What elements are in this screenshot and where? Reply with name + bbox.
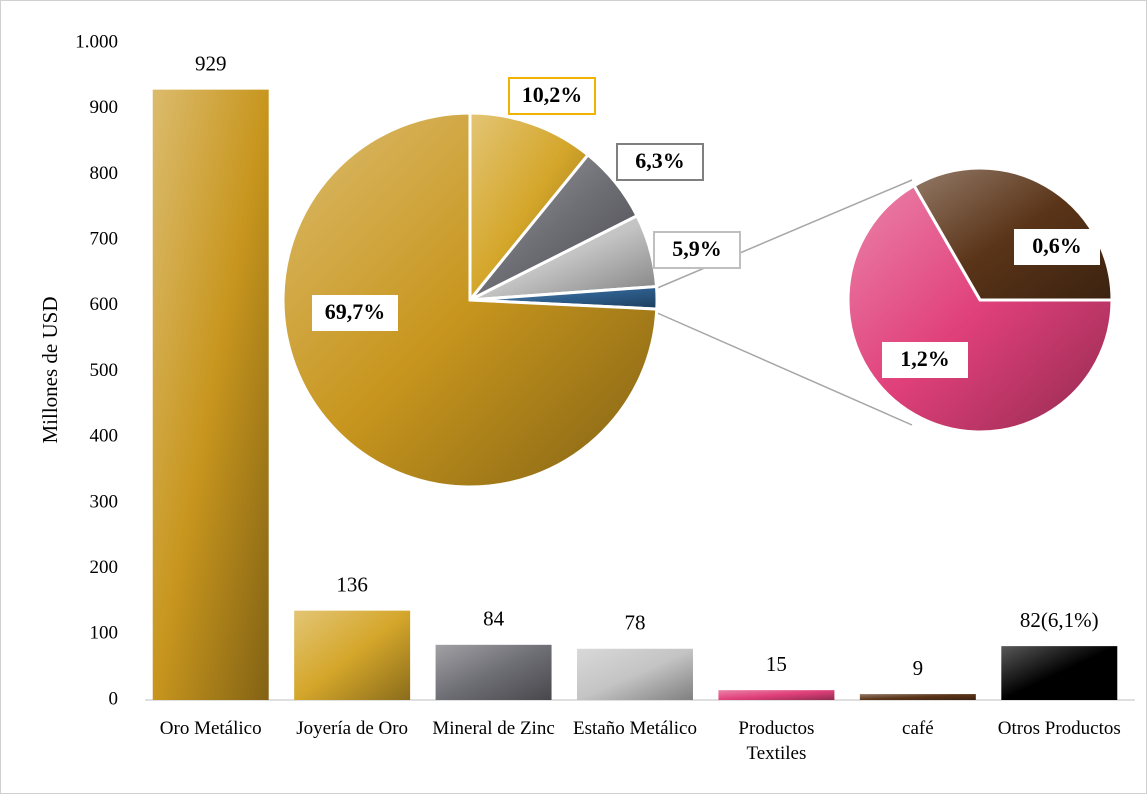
label-box: [653, 231, 741, 269]
pie-slice: [468, 111, 591, 305]
pie-label: 0,6%: [1032, 233, 1082, 258]
bar: [435, 644, 552, 700]
label-box: [312, 295, 398, 331]
pie-label: 10,2%: [522, 82, 583, 107]
bar: [294, 610, 411, 700]
bar: [577, 648, 693, 700]
value-label: 9: [913, 656, 924, 680]
label-box: [1014, 229, 1100, 265]
pie-label: 5,9%: [672, 236, 722, 261]
connector: [654, 179, 913, 290]
label-box: [616, 143, 704, 181]
x-tick-label: Otros Productos: [997, 718, 1121, 739]
y-tick-label: 100: [90, 623, 119, 644]
x-tick-label: Joyería de Oro: [296, 718, 409, 739]
value-label: 929: [195, 51, 227, 75]
value-label: 136: [336, 572, 368, 596]
x-tick-label: Oro Metálico: [159, 718, 262, 739]
bar: [1001, 646, 1118, 700]
value-label: 15: [766, 652, 787, 676]
x-tick-label: Productos Textiles: [738, 718, 815, 764]
pie-label: 69,7%: [325, 299, 386, 324]
y-tick-label: 0: [109, 688, 119, 709]
y-tick-label: 600: [90, 294, 119, 315]
label-box: [508, 77, 596, 115]
y-tick-label: 900: [90, 97, 119, 118]
bar: [718, 690, 835, 700]
x-tick-label: Estaño Metálico: [573, 718, 697, 739]
y-tick-label: 300: [90, 491, 119, 512]
x-tick-label: café: [902, 718, 934, 739]
y-axis-title: Millones de USD: [38, 297, 62, 444]
value-label: 84: [483, 607, 505, 631]
connector: [654, 311, 913, 426]
y-tick-label: 700: [90, 228, 119, 249]
label-box: [882, 342, 968, 378]
pie-label: 1,2%: [900, 346, 950, 371]
bar: [859, 694, 976, 700]
pie-label: 6,3%: [635, 148, 685, 173]
value-label: 78: [625, 611, 646, 635]
x-tick-label: Mineral de Zinc: [432, 718, 555, 739]
y-tick-label: 1.000: [75, 31, 118, 52]
pie-slice: [911, 166, 1114, 302]
pie-slice: [281, 111, 659, 489]
y-tick-label: 200: [90, 557, 119, 578]
y-tick-label: 800: [90, 163, 119, 184]
y-tick-label: 500: [90, 360, 119, 381]
y-tick-label: 400: [90, 426, 119, 447]
bar: [152, 89, 269, 701]
value-label: 82(6,1%): [1020, 608, 1099, 632]
